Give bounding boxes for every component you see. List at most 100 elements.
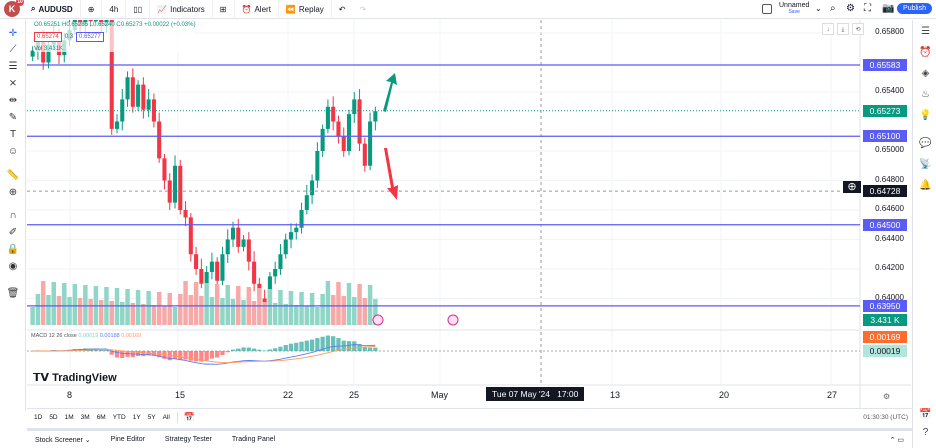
layout-save: Save [788,9,800,15]
notifications-icon[interactable]: 🔔 [919,180,932,191]
prediction-icon[interactable]: ⇹ [8,95,18,106]
replay-button[interactable]: ⏪ Replay [279,0,332,19]
chat-icon[interactable]: 💬 [919,138,932,149]
volume-bar [35,294,41,325]
help-icon[interactable]: ? [922,427,929,438]
ruler-icon[interactable]: 📏 [6,170,20,181]
interval-button[interactable]: 4h [102,0,127,19]
fib-icon[interactable]: ☰ [8,61,18,72]
bar-countdown: 03:29:31 [870,115,900,125]
redo-button[interactable]: ↷ [359,4,367,14]
range-1y[interactable]: 1Y [132,413,141,421]
indicators-button[interactable]: 📈 Indicators [150,0,213,19]
candle-body [336,121,341,137]
macd-histogram-bar [367,347,373,351]
lock-icon[interactable]: 🔒 [6,244,20,255]
macd-signal-line [32,345,376,364]
compare-button[interactable]: ⊕ [81,0,103,19]
layout-name-button[interactable]: Unnamed Save [779,2,809,16]
layers-icon[interactable]: ◈ [921,68,930,79]
alerts-icon[interactable]: ⏰ [919,47,932,58]
range-ytd[interactable]: YTD [112,413,126,421]
chevron-down-icon[interactable]: ⌄ [815,4,822,13]
chart-type-button[interactable]: ▯▯ [126,0,151,19]
range-bar: 1D 5D 1M 3M 6M YTD 1Y 5Y All 📅 01:30:30 … [27,408,912,425]
crosshair-price-tag: 0.64728 [863,185,907,198]
macd-histogram-bar [325,335,331,351]
candle-body [331,106,336,122]
volume-bar [278,290,283,325]
range-3m[interactable]: 3M [80,413,90,421]
range-6m[interactable]: 6M [96,413,106,421]
hotlist-icon[interactable]: ♨ [921,89,930,100]
symbol-search[interactable]: ⌕ AUDUSD [24,0,81,19]
macd-histogram-bar [30,351,35,352]
macd-histogram-bar [257,349,262,351]
goto-date-icon[interactable]: 📅 [176,411,195,423]
range-all[interactable]: All [162,413,170,421]
range-5d[interactable]: 5D [49,413,58,421]
volume-bar [204,283,209,325]
macd-histogram-bar [299,341,304,351]
buy-price[interactable]: 0.65277 [76,32,104,42]
trash-icon[interactable]: 🗑 [6,288,20,299]
emoji-icon[interactable]: ☺ [7,146,19,157]
camera-icon[interactable]: 📷 [882,3,895,14]
eye-icon[interactable]: ◉ [8,261,18,272]
price-chart[interactable] [27,20,911,408]
tab-stock-screener[interactable]: Stock Screener ⌄ [35,436,91,444]
zoom-in-icon[interactable]: ⊕ [8,187,18,198]
magnet-icon[interactable]: ∩ [9,210,17,221]
ideas-icon[interactable]: 💡 [919,110,932,121]
volume-bar [225,285,230,325]
tradingview-watermark: 𝗧𝗩 TradingView [33,371,117,384]
collapse-panel-icon[interactable]: ⌃ ▭ [889,436,904,444]
publish-button[interactable]: Publish [897,3,932,14]
volume-bar [320,294,325,325]
pattern-icon[interactable]: ⨯ [8,78,18,89]
axis-settings-icon[interactable]: ⚙ [883,392,891,401]
time-tick: 20 [719,390,730,400]
tab-pine-editor[interactable]: Pine Editor [110,436,145,443]
macd-histogram-bar [215,351,220,358]
tab-strategy-tester[interactable]: Strategy Tester [164,436,212,443]
volume-bar [367,285,373,325]
candle-body [368,121,373,166]
candle-body [209,261,214,272]
macd-histogram-bar [114,351,120,358]
undo-button[interactable]: ↶ [338,4,346,14]
lock-drawing-icon[interactable]: ✐ [8,227,18,238]
range-5y[interactable]: 5Y [147,413,156,421]
symbol-label: AUDUSD [38,4,73,14]
sell-price[interactable]: 0.65274 [34,32,62,42]
watchlist-icon[interactable]: ☰ [921,26,930,37]
volume-bar [67,297,72,325]
fullscreen-icon[interactable]: ⛶ [864,3,871,14]
streams-icon[interactable]: 📡 [919,159,932,170]
volume-bar [109,301,114,325]
avatar[interactable]: K 10 [4,0,24,17]
candle-body [373,111,378,122]
range-1m[interactable]: 1M [64,413,74,421]
volume-bar [141,304,146,325]
brush-icon[interactable]: ✎ [8,112,18,123]
clock[interactable]: 01:30:30 (UTC) [863,413,908,421]
templates-button[interactable]: ⊞ [213,0,235,19]
text-icon[interactable]: T [9,129,17,140]
crosshair-icon[interactable]: ✛ [8,28,18,39]
alert-button[interactable]: ⏰ Alert [235,0,279,19]
layout-checkbox[interactable] [762,4,772,14]
trendline-icon[interactable]: ⟋ [9,44,17,55]
settings-icon[interactable]: ⚙ [846,3,855,14]
range-1d[interactable]: 1D [34,413,43,421]
candle-body [246,239,251,262]
candle-body [362,143,367,166]
macd-histogram-bar [346,341,352,351]
volume-bar [352,297,357,325]
price-tick: 0.64200 [875,263,904,272]
calendar-icon[interactable]: 📅 [919,409,932,420]
macd-histogram-bar [120,351,125,358]
tab-trading-panel[interactable]: Trading Panel [231,436,276,443]
quick-search-icon[interactable]: ⌕ [830,3,836,14]
macd-histogram-bar [204,351,209,361]
